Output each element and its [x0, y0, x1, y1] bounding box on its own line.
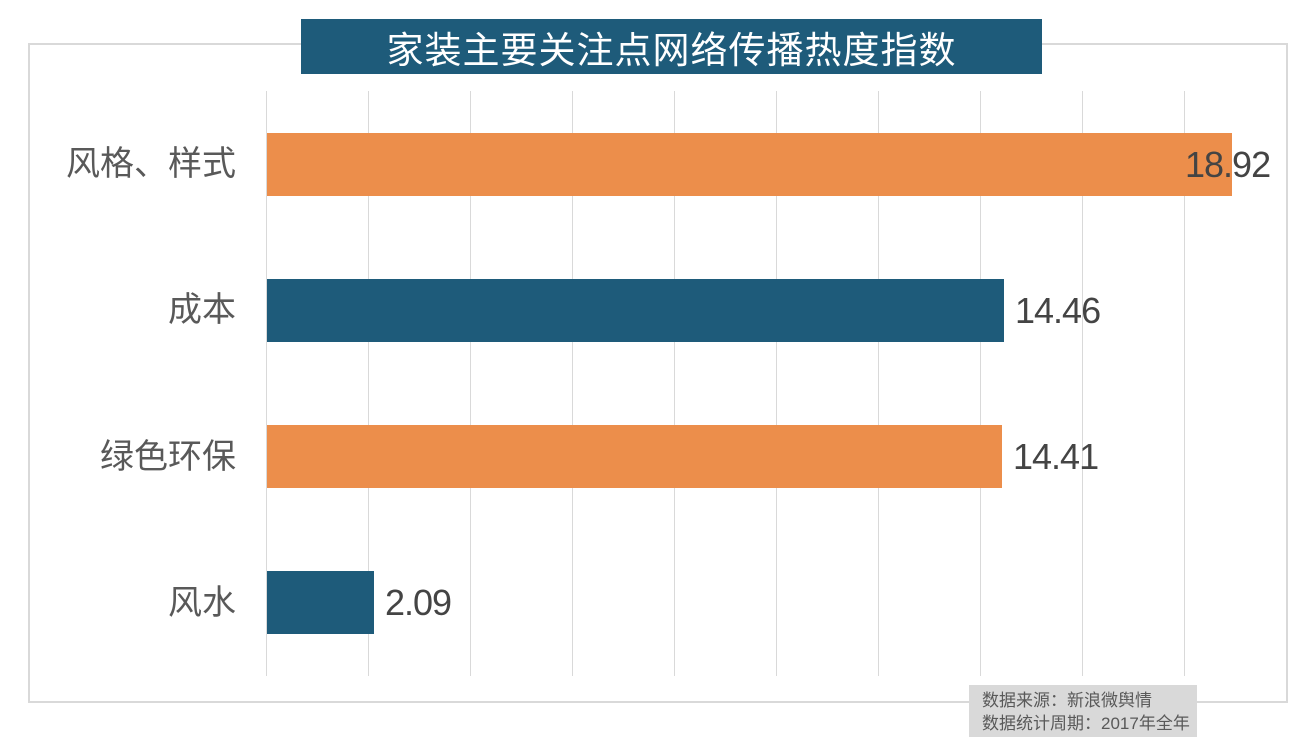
- gridline: [776, 91, 777, 676]
- value-label: 14.46: [1015, 289, 1101, 331]
- source-line-2: 数据统计周期：2017年全年: [982, 714, 1190, 733]
- source-note-box: 数据来源：新浪微舆情 数据统计周期：2017年全年: [969, 685, 1197, 737]
- gridline: [1286, 91, 1287, 676]
- gridline: [878, 91, 879, 676]
- chart-title-box: 家装主要关注点网络传播热度指数: [301, 19, 1042, 74]
- gridline: [266, 91, 267, 676]
- gridline: [1082, 91, 1083, 676]
- plot-area: 18.92 14.46 14.41 2.09: [266, 91, 1287, 676]
- category-label: 绿色环保: [100, 438, 236, 476]
- chart-title: 家装主要关注点网络传播热度指数: [386, 29, 957, 71]
- bar: [267, 571, 374, 634]
- gridline: [980, 91, 981, 676]
- category-label: 风格、样式: [66, 145, 236, 183]
- value-label: 14.41: [1013, 435, 1099, 477]
- source-line-1: 数据来源：新浪微舆情: [982, 691, 1152, 710]
- gridline: [368, 91, 369, 676]
- value-label: 18.92: [1185, 143, 1271, 185]
- category-label: 成本: [168, 291, 236, 329]
- gridline: [1184, 91, 1185, 676]
- bar: [267, 279, 1004, 342]
- bar: [267, 133, 1232, 196]
- gridline: [674, 91, 675, 676]
- gridline: [572, 91, 573, 676]
- bar: [267, 425, 1002, 488]
- value-label: 2.09: [385, 581, 452, 623]
- category-label: 风水: [168, 584, 236, 622]
- gridline: [470, 91, 471, 676]
